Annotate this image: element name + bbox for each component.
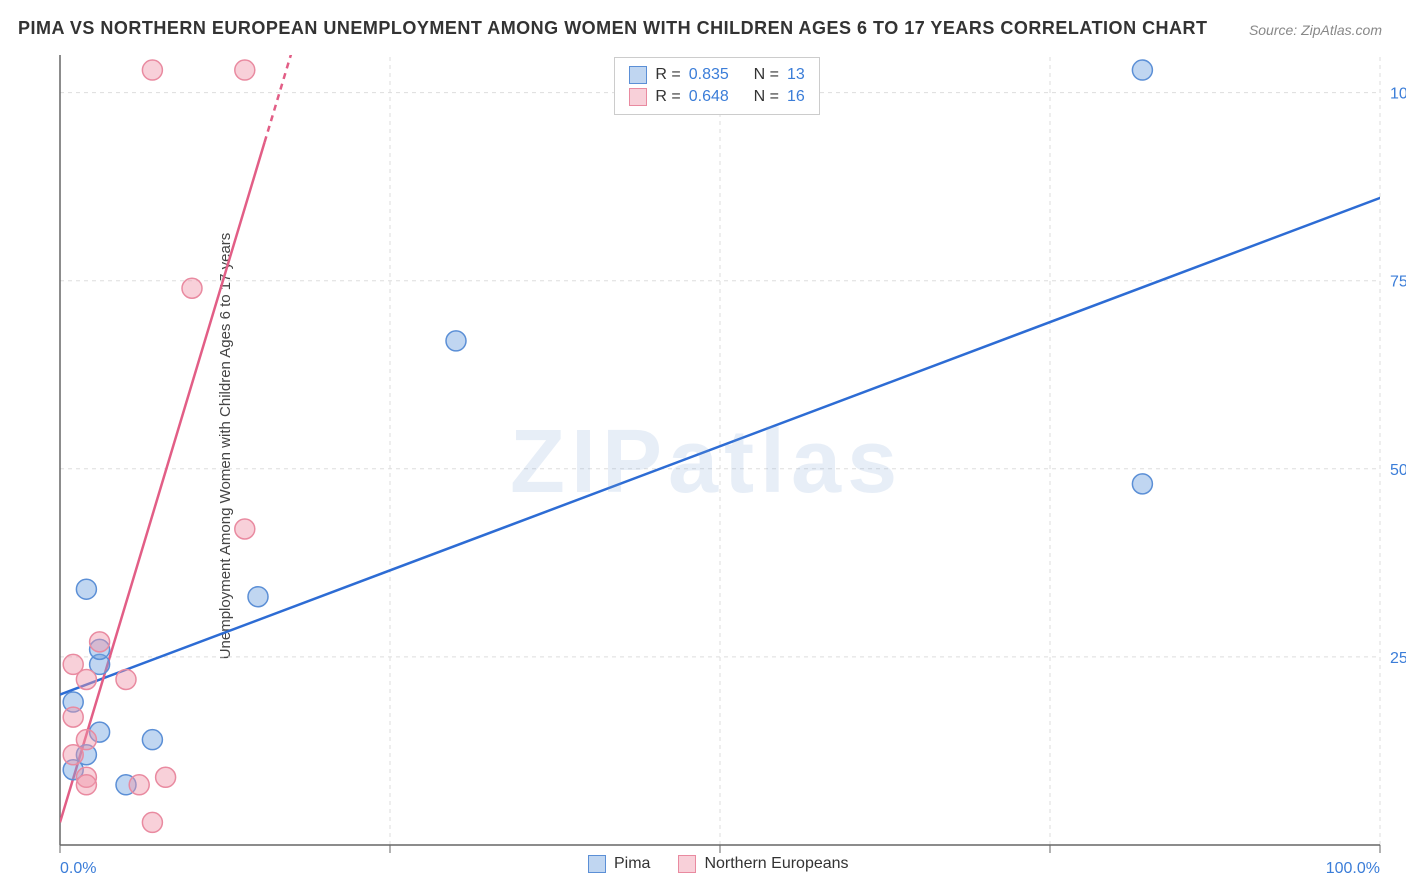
data-point [116,669,136,689]
data-point [76,579,96,599]
legend-n-label: N = [754,66,779,84]
legend-n-value: 13 [787,66,805,84]
legend-r-value: 0.648 [689,88,729,106]
legend-r-value: 0.835 [689,66,729,84]
data-point [248,587,268,607]
legend-swatch [629,88,647,106]
x-tick-label: 100.0% [1326,860,1380,877]
legend-swatch [629,66,647,84]
data-point [235,60,255,80]
legend-correlation-row: R = 0.648 N = 16 [629,86,804,108]
legend-series-item: Northern Europeans [678,855,848,873]
legend-n-label: N = [754,88,779,106]
legend-correlation-row: R = 0.835 N = 13 [629,64,804,86]
y-tick-label: 100.0% [1390,86,1406,103]
y-tick-label: 25.0% [1390,650,1406,667]
legend-swatch [678,855,696,873]
data-point [76,730,96,750]
data-point [1132,60,1152,80]
data-point [63,707,83,727]
legend-series-label: Pima [614,855,650,873]
legend-series-item: Pima [588,855,650,873]
data-point [142,812,162,832]
y-tick-label: 50.0% [1390,462,1406,479]
x-tick-label: 0.0% [60,860,96,877]
y-tick-label: 75.0% [1390,274,1406,291]
legend-n-value: 16 [787,88,805,106]
chart-container: PIMA VS NORTHERN EUROPEAN UNEMPLOYMENT A… [0,0,1406,892]
data-point [1132,474,1152,494]
data-point [156,767,176,787]
chart-svg: 25.0% 50.0% 75.0% 100.0% 0.0% 100.0% [0,0,1406,892]
legend-correlation: R = 0.835 N = 13 R = 0.648 N = 16 [614,57,819,115]
legend-r-label: R = [655,66,680,84]
legend-series-label: Northern Europeans [704,855,848,873]
data-point [142,730,162,750]
data-point [76,669,96,689]
data-point [182,278,202,298]
data-point [76,775,96,795]
data-point [142,60,162,80]
data-point [129,775,149,795]
data-point [446,331,466,351]
legend-series: Pima Northern Europeans [588,855,849,873]
legend-r-label: R = [655,88,680,106]
legend-swatch [588,855,606,873]
data-point [90,632,110,652]
data-point [235,519,255,539]
